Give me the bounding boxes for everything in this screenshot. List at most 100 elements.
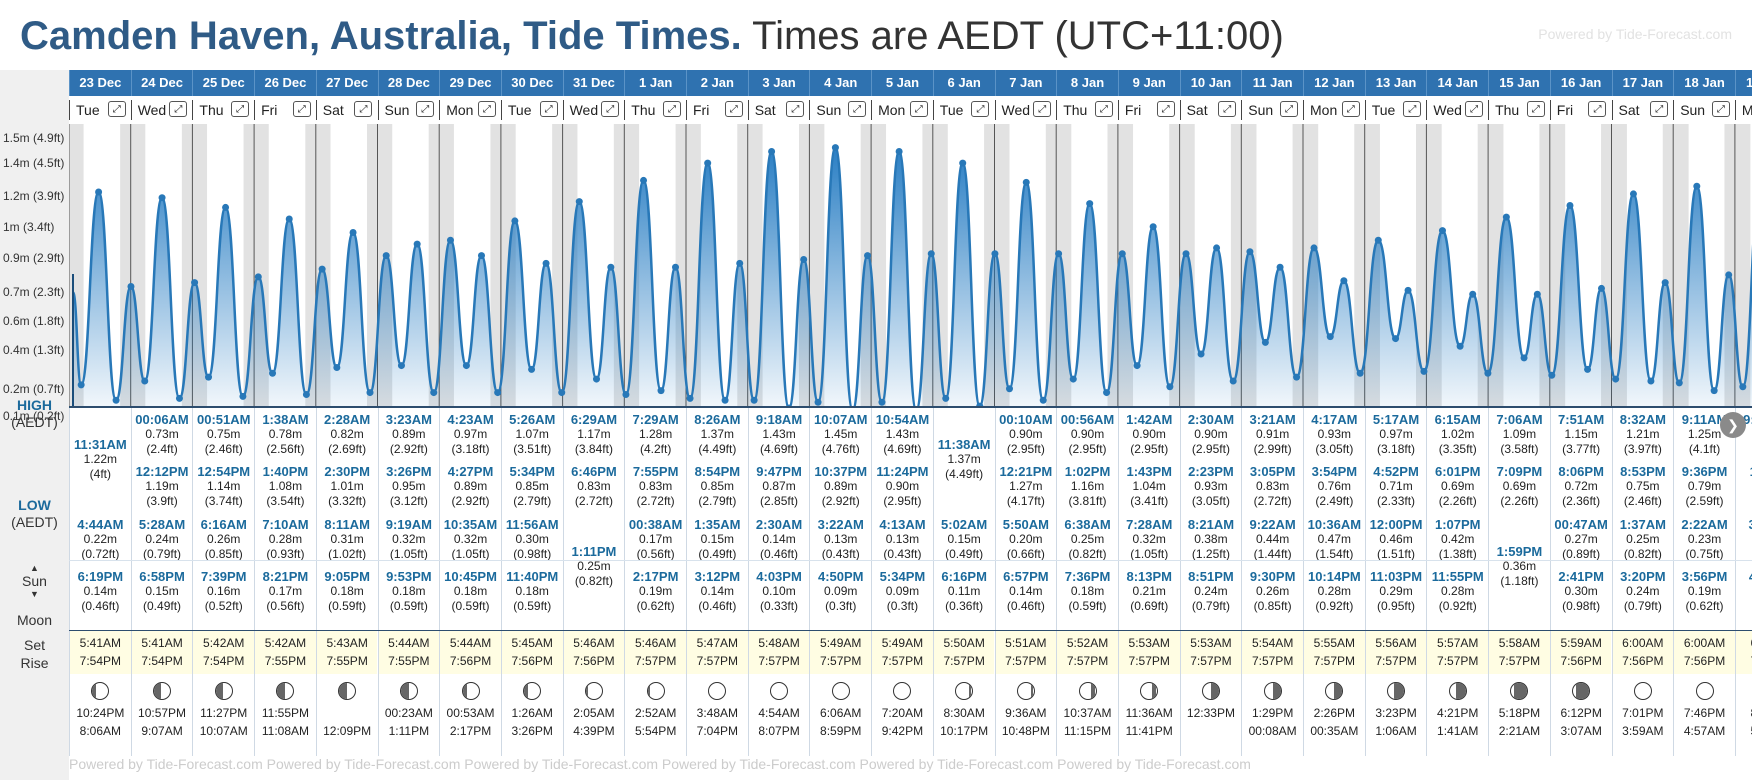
- tide-height-ft: (0.56ft): [266, 599, 305, 613]
- weekday-label: Mon: [1310, 102, 1338, 118]
- low-tides: 11:56AM 0.30m (0.98ft) 11:40PM 0.18m (0.59ft): [502, 517, 563, 614]
- high-tide-point: [254, 273, 262, 281]
- moonset-time: 10:24PM: [76, 706, 125, 720]
- expand-day-icon[interactable]: ⤢: [601, 101, 620, 117]
- sunrise-time: 5:53AM: [1190, 636, 1232, 650]
- expand-day-icon[interactable]: ⤢: [1341, 101, 1360, 117]
- tide-height-m: 0.69m: [1502, 479, 1537, 493]
- night-band: [737, 124, 748, 408]
- tide-height-m: 0.23m: [1687, 532, 1722, 546]
- moon-phase-icon: [1263, 682, 1282, 700]
- low-tide-entry: 2:41PM 0.30m (0.98ft): [1551, 569, 1612, 614]
- expand-day-icon[interactable]: ⤢: [169, 101, 188, 117]
- expand-day-icon[interactable]: ⤢: [1279, 101, 1298, 117]
- tide-height-m: 0.09m: [885, 584, 920, 598]
- high-tide-entry: 6:46PM 0.83m (2.72ft): [564, 464, 625, 509]
- tide-height-m: 0.09m: [824, 584, 858, 598]
- low-tides: 00:38AM 0.17m (0.56ft) 2:17PM 0.19m (0.62ft): [625, 517, 686, 614]
- sun-times: 5:54AM 7:57PM: [1242, 630, 1303, 674]
- tide-height-ft: (3.12ft): [389, 494, 428, 508]
- low-tide-entry: 2:30AM 0.14m (0.46ft): [749, 517, 810, 562]
- expand-day-icon[interactable]: ⤢: [354, 101, 373, 117]
- expand-day-icon[interactable]: ⤢: [1650, 101, 1669, 117]
- weekday-cell: Sat ⤢: [1611, 100, 1674, 120]
- tide-height-m: 0.25m: [577, 559, 611, 573]
- low-tide-entry: 00:38AM 0.17m (0.56ft): [625, 517, 686, 562]
- high-tide-entry: 1:40PM 1.08m (3.54ft): [255, 464, 316, 509]
- moon-info: 6:12PM 3:07AM: [1551, 678, 1612, 739]
- tide-height-ft: (0.79ft): [143, 547, 182, 561]
- tide-time: 4:27PM: [447, 464, 494, 479]
- expand-day-icon[interactable]: ⤢: [539, 101, 558, 117]
- tide-height-ft: (2.85ft): [760, 494, 799, 508]
- night-band: [1169, 124, 1180, 408]
- tide-height-ft: (2.95ft): [1191, 442, 1230, 456]
- sun-times: 5:41AM 7:54PM: [70, 630, 131, 674]
- expand-day-icon[interactable]: ⤢: [1403, 101, 1422, 117]
- tide-height-m: 0.47m: [1317, 532, 1352, 546]
- expand-day-icon[interactable]: ⤢: [1588, 101, 1607, 117]
- tide-time: 2:30PM: [324, 464, 370, 479]
- expand-day-icon[interactable]: ⤢: [1094, 101, 1113, 117]
- expand-day-icon[interactable]: ⤢: [477, 101, 496, 117]
- high-tide-point: [382, 252, 390, 260]
- expand-day-icon[interactable]: ⤢: [231, 101, 250, 117]
- expand-day-icon[interactable]: ⤢: [1465, 101, 1484, 117]
- high-tide-point: [1276, 263, 1284, 271]
- tide-height-ft: (2.26ft): [1500, 494, 1539, 508]
- weekday-label: Sun: [1680, 102, 1706, 118]
- expand-day-icon[interactable]: ⤢: [786, 101, 805, 117]
- weekday-cell: Sun ⤢: [1673, 100, 1735, 120]
- sunset-time: 7:57PM: [881, 654, 924, 668]
- moonrise-time: 11:08AM: [261, 724, 309, 738]
- low-tide-entry: 7:39PM 0.16m (0.52ft): [193, 569, 254, 614]
- date-header-cell: 1 Jan: [624, 70, 686, 96]
- tide-height-ft: (2.92ft): [821, 494, 860, 508]
- tide-height-m: 1.01m: [330, 479, 364, 493]
- low-tides: 9:22AM 0.44m (1.44ft) 9:30PM 0.26m (0.85ft): [1242, 517, 1303, 614]
- night-band: [1292, 124, 1303, 408]
- powered-by-credit[interactable]: Powered by Tide-Forecast.com: [1538, 26, 1732, 42]
- tide-time: 3:05A: [1736, 517, 1752, 532]
- expand-day-icon[interactable]: ⤢: [1156, 101, 1175, 117]
- high-tide-point: [800, 256, 808, 263]
- high-tide-point: [672, 263, 680, 271]
- expand-day-icon[interactable]: ⤢: [1218, 101, 1237, 117]
- expand-day-icon[interactable]: ⤢: [909, 101, 928, 117]
- expand-day-icon[interactable]: ⤢: [1526, 101, 1545, 117]
- date-header-cell: 29 Dec: [439, 70, 501, 96]
- tide-time: 6:01PM: [1434, 464, 1481, 479]
- sunset-time: 7:54PM: [203, 654, 245, 668]
- expand-day-icon[interactable]: ⤢: [848, 101, 867, 117]
- tide-time: 8:21PM: [262, 569, 309, 584]
- tide-height-m: 0.19m: [638, 584, 673, 598]
- low-tide-entry: 4:31P0.16(0.5: [1736, 569, 1752, 614]
- expand-day-icon[interactable]: ⤢: [971, 101, 990, 117]
- sunrise-time: 5:56AM: [1375, 636, 1417, 650]
- low-tide-point: [1261, 338, 1269, 346]
- expand-day-icon[interactable]: ⤢: [662, 101, 681, 117]
- tide-height-ft: (0.52ft): [204, 599, 243, 613]
- day-column: 4:23AM 0.97m (3.18ft) 4:27PM 0.89m (2.92ft) 10…: [439, 408, 501, 756]
- scroll-right-button[interactable]: ❯: [1720, 412, 1746, 438]
- expand-day-icon[interactable]: ⤢: [1033, 101, 1052, 117]
- weekday-cell: Tue ⤢: [1364, 100, 1427, 120]
- moon-shadow: [524, 683, 529, 699]
- expand-day-icon[interactable]: ⤢: [416, 101, 435, 117]
- weekday-cell: Sun ⤢: [377, 100, 440, 120]
- tide-height-ft: (3.58ft): [1500, 442, 1539, 456]
- weekday-cell: Mon⤢: [871, 100, 933, 120]
- expand-day-icon[interactable]: ⤢: [107, 101, 126, 117]
- moon-shadow: [277, 683, 286, 699]
- day-column: 7:29AM 1.28m (4.2ft) 7:55PM 0.83m (2.72ft) 00:…: [624, 408, 686, 756]
- high-tides: 11:38AM 1.37m (4.49ft): [934, 437, 995, 482]
- expand-day-icon[interactable]: ⤢: [1711, 101, 1730, 117]
- expand-day-icon[interactable]: ⤢: [292, 101, 311, 117]
- expand-day-icon[interactable]: ⤢: [724, 101, 743, 117]
- high-tide-point: [927, 250, 935, 258]
- sunrise-time: 5:46AM: [634, 636, 677, 650]
- moonset-time: 8:30AM: [943, 706, 985, 720]
- night-band: [747, 124, 763, 408]
- moonset-time: 5:18PM: [1498, 706, 1541, 720]
- weekday-cell: Tue ⤢: [932, 100, 995, 120]
